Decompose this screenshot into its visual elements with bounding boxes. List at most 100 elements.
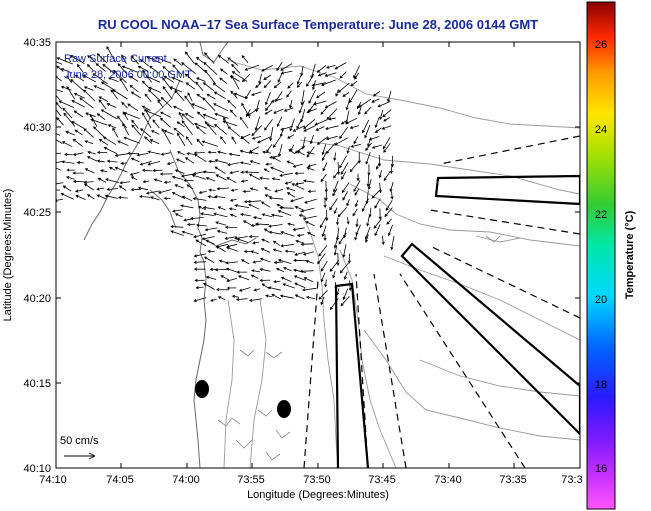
current-vector: [163, 180, 171, 184]
current-vector: [302, 215, 317, 221]
current-vector: [245, 89, 252, 100]
current-vector: [56, 182, 64, 186]
current-vector: [298, 214, 306, 218]
colorbar-tick-label: 16: [595, 463, 607, 475]
current-vector: [106, 46, 117, 63]
buoy-marker-1: [195, 380, 209, 398]
current-vector: [216, 288, 230, 292]
current-vector: [268, 230, 282, 235]
current-vector: [234, 204, 250, 208]
current-vector: [286, 160, 294, 165]
current-vector: [362, 198, 369, 212]
x-tick-label: 74:10: [39, 474, 67, 486]
colorbar-tick-label: 26: [595, 39, 607, 51]
colorbar-tick-label: 18: [595, 379, 607, 391]
current-vector: [320, 272, 326, 283]
current-vector: [86, 194, 95, 200]
current-vector: [191, 174, 206, 180]
current-vector: [195, 56, 204, 64]
glider-box-top: [434, 174, 580, 206]
current-vector: [307, 163, 317, 168]
current-vector: [92, 126, 106, 138]
current-vector: [106, 159, 118, 163]
current-vector: [189, 216, 204, 220]
y-tick-labels: 40:35 40:30 40:25 40:20 40:15 40:10: [23, 37, 51, 475]
current-vector: [149, 65, 160, 74]
current-vector: [193, 267, 206, 271]
current-vector: [317, 253, 326, 265]
current-vector: [338, 232, 347, 245]
current-vector: [296, 115, 304, 130]
current-vector: [339, 262, 349, 274]
current-vector: [319, 217, 327, 229]
current-vector: [294, 145, 306, 154]
current-vector: [282, 283, 295, 289]
current-vector: [108, 77, 119, 82]
current-vector: [176, 121, 185, 128]
current-vector: [334, 62, 347, 70]
current-vector: [216, 187, 230, 191]
y-tick-marks: [56, 126, 580, 384]
current-vector: [100, 109, 118, 120]
current-vector: [320, 107, 327, 115]
current-vector: [303, 277, 314, 283]
current-vector: [174, 89, 185, 102]
current-vector: [228, 207, 237, 211]
current-vector: [356, 173, 360, 182]
current-vector: [82, 74, 97, 83]
current-vector: [345, 97, 351, 111]
current-vector: [166, 161, 175, 166]
current-vector: [146, 56, 162, 64]
current-vector: [201, 236, 215, 241]
current-vector: [113, 69, 127, 84]
current-vector: [333, 235, 339, 249]
current-vector: [260, 248, 271, 253]
current-vector: [202, 97, 216, 111]
current-vector: [104, 194, 118, 199]
current-vector: [325, 142, 336, 154]
transect-dashed-3: [429, 245, 580, 319]
current-vector: [270, 98, 283, 103]
current-vector: [195, 239, 207, 247]
current-vector: [218, 259, 228, 264]
current-vector: [244, 170, 260, 174]
current-vector: [90, 118, 108, 126]
current-vector: [66, 86, 76, 100]
current-vector: [261, 213, 273, 218]
current-vector: [259, 176, 270, 180]
current-vector: [273, 81, 282, 89]
current-vector: [202, 82, 215, 92]
current-vector: [193, 260, 206, 264]
current-vector: [320, 260, 328, 272]
current-vector: [304, 198, 317, 204]
current-vector: [252, 241, 260, 245]
current-vector: [202, 206, 215, 210]
current-vector: [293, 275, 306, 281]
current-vector: [214, 166, 226, 175]
current-vector: [309, 134, 314, 145]
current-vector: [174, 169, 185, 174]
current-vector: [200, 212, 215, 216]
current-vector: [352, 208, 358, 217]
current-vector: [382, 137, 391, 150]
current-vector: [276, 203, 285, 209]
current-vector: [250, 250, 259, 255]
current-vector: [217, 296, 226, 300]
current-vector: [184, 73, 196, 84]
current-vector: [333, 245, 338, 256]
current-vector: [66, 168, 75, 172]
current-vector: [251, 91, 262, 96]
current-vector: [163, 75, 175, 83]
current-vector: [163, 196, 171, 200]
current-vector: [384, 207, 393, 218]
current-vector: [374, 116, 380, 129]
current-vector: [371, 98, 380, 103]
current-vector: [86, 63, 94, 72]
current-vector: [302, 287, 317, 292]
current-vector: [76, 161, 84, 165]
current-vector: [294, 251, 306, 256]
current-vector: [325, 125, 339, 130]
current-vector: [269, 126, 274, 142]
current-vector: [208, 188, 216, 192]
